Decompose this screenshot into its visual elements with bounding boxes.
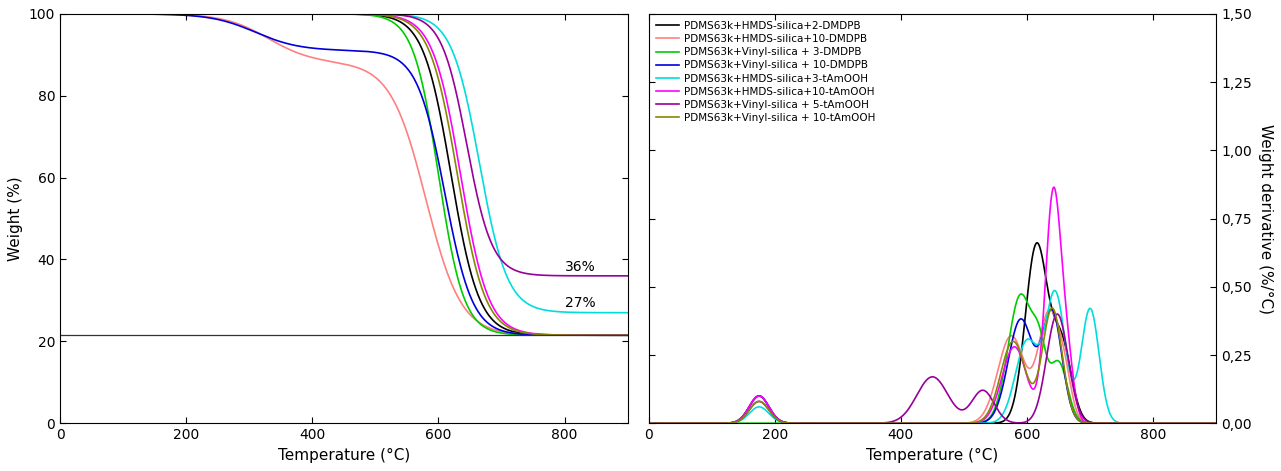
PDMS63k+HMDS-silica+10-DMDPB — [858, 421, 874, 426]
Line: PDMS63k+HMDS-silica+10-DMDPB: PDMS63k+HMDS-silica+10-DMDPB — [648, 309, 1216, 423]
PDMS63k+Vinyl-silica + 3-DMDPB — [1208, 421, 1223, 426]
PDMS63k+Vinyl-silica + 3-DMDPB — [1157, 421, 1172, 426]
PDMS63k+Vinyl-silica + 10-DMDPB — [708, 421, 724, 426]
PDMS63k+Vinyl-silica + 10-DMDPB — [997, 379, 1012, 385]
Line: PDMS63k+HMDS-silica+10-tAmOOH: PDMS63k+HMDS-silica+10-tAmOOH — [648, 187, 1216, 423]
PDMS63k+HMDS-silica+10-tAmOOH — [1153, 421, 1168, 426]
PDMS63k+HMDS-silica+2-DMDPB — [1179, 421, 1194, 426]
PDMS63k+Vinyl-silica + 10-tAmOOH — [708, 421, 724, 426]
PDMS63k+HMDS-silica+10-tAmOOH — [1047, 184, 1062, 190]
PDMS63k+Vinyl-silica + 10-DMDPB — [640, 421, 656, 426]
PDMS63k+Vinyl-silica + 10-DMDPB — [1208, 421, 1223, 426]
PDMS63k+HMDS-silica+10-tAmOOH — [997, 367, 1012, 373]
PDMS63k+HMDS-silica+3-tAmOOH — [1153, 421, 1168, 426]
PDMS63k+HMDS-silica+10-tAmOOH — [1208, 421, 1223, 426]
PDMS63k+HMDS-silica+3-tAmOOH — [708, 421, 724, 426]
PDMS63k+Vinyl-silica + 10-tAmOOH — [858, 421, 874, 426]
Line: PDMS63k+Vinyl-silica + 5-tAmOOH: PDMS63k+Vinyl-silica + 5-tAmOOH — [648, 314, 1216, 423]
PDMS63k+Vinyl-silica + 3-DMDPB — [997, 369, 1012, 375]
PDMS63k+HMDS-silica+2-DMDPB — [640, 421, 656, 426]
PDMS63k+Vinyl-silica + 10-DMDPB — [1044, 307, 1059, 312]
Line: PDMS63k+HMDS-silica+3-tAmOOH: PDMS63k+HMDS-silica+3-tAmOOH — [648, 291, 1216, 423]
PDMS63k+HMDS-silica+2-DMDPB — [997, 418, 1012, 424]
PDMS63k+Vinyl-silica + 10-tAmOOH — [640, 421, 656, 426]
PDMS63k+HMDS-silica+10-tAmOOH — [708, 421, 724, 426]
PDMS63k+HMDS-silica+10-DMDPB — [1153, 421, 1168, 426]
Line: PDMS63k+HMDS-silica+2-DMDPB: PDMS63k+HMDS-silica+2-DMDPB — [648, 243, 1216, 423]
PDMS63k+HMDS-silica+10-DMDPB — [997, 346, 1012, 351]
PDMS63k+HMDS-silica+10-DMDPB — [640, 421, 656, 426]
PDMS63k+HMDS-silica+10-DMDPB — [1157, 421, 1172, 426]
PDMS63k+HMDS-silica+3-tAmOOH — [1179, 421, 1194, 426]
PDMS63k+HMDS-silica+3-tAmOOH — [640, 421, 656, 426]
PDMS63k+Vinyl-silica + 10-tAmOOH — [1044, 305, 1059, 311]
PDMS63k+HMDS-silica+3-tAmOOH — [1208, 421, 1223, 426]
PDMS63k+Vinyl-silica + 10-tAmOOH — [1179, 421, 1194, 426]
PDMS63k+HMDS-silica+10-DMDPB — [1043, 307, 1058, 312]
PDMS63k+Vinyl-silica + 5-tAmOOH — [1049, 311, 1065, 317]
PDMS63k+Vinyl-silica + 5-tAmOOH — [640, 421, 656, 426]
Y-axis label: Weight (%): Weight (%) — [9, 176, 23, 261]
PDMS63k+HMDS-silica+3-tAmOOH — [1157, 421, 1172, 426]
PDMS63k+HMDS-silica+2-DMDPB — [1153, 421, 1168, 426]
PDMS63k+Vinyl-silica + 10-tAmOOH — [1208, 421, 1223, 426]
PDMS63k+HMDS-silica+3-tAmOOH — [1047, 288, 1062, 293]
PDMS63k+HMDS-silica+10-tAmOOH — [1157, 421, 1172, 426]
X-axis label: Temperature (°C): Temperature (°C) — [278, 447, 410, 463]
PDMS63k+HMDS-silica+2-DMDPB — [708, 421, 724, 426]
PDMS63k+HMDS-silica+2-DMDPB — [1157, 421, 1172, 426]
Y-axis label: Weight derivative (%/°C): Weight derivative (%/°C) — [1258, 123, 1272, 314]
PDMS63k+Vinyl-silica + 3-DMDPB — [858, 421, 874, 426]
Line: PDMS63k+Vinyl-silica + 3-DMDPB: PDMS63k+Vinyl-silica + 3-DMDPB — [648, 294, 1216, 423]
PDMS63k+HMDS-silica+10-DMDPB — [1179, 421, 1194, 426]
PDMS63k+HMDS-silica+3-tAmOOH — [997, 409, 1012, 415]
Line: PDMS63k+Vinyl-silica + 10-tAmOOH: PDMS63k+Vinyl-silica + 10-tAmOOH — [648, 308, 1216, 423]
PDMS63k+Vinyl-silica + 5-tAmOOH — [1153, 421, 1168, 426]
PDMS63k+HMDS-silica+2-DMDPB — [1208, 421, 1223, 426]
PDMS63k+Vinyl-silica + 5-tAmOOH — [858, 421, 874, 426]
PDMS63k+Vinyl-silica + 10-DMDPB — [1157, 421, 1172, 426]
PDMS63k+Vinyl-silica + 10-tAmOOH — [1153, 421, 1168, 426]
PDMS63k+Vinyl-silica + 10-tAmOOH — [1157, 421, 1172, 426]
PDMS63k+Vinyl-silica + 3-DMDPB — [1013, 291, 1029, 297]
PDMS63k+HMDS-silica+2-DMDPB — [1030, 240, 1045, 246]
Text: 36%: 36% — [565, 260, 596, 274]
PDMS63k+Vinyl-silica + 5-tAmOOH — [1208, 421, 1223, 426]
PDMS63k+Vinyl-silica + 5-tAmOOH — [1157, 421, 1172, 426]
Text: 27%: 27% — [565, 296, 596, 309]
Line: PDMS63k+Vinyl-silica + 10-DMDPB: PDMS63k+Vinyl-silica + 10-DMDPB — [648, 309, 1216, 423]
PDMS63k+HMDS-silica+10-DMDPB — [708, 421, 724, 426]
PDMS63k+HMDS-silica+10-tAmOOH — [640, 421, 656, 426]
PDMS63k+Vinyl-silica + 5-tAmOOH — [708, 421, 724, 426]
Legend: PDMS63k+HMDS-silica+2-DMDPB, PDMS63k+HMDS-silica+10-DMDPB, PDMS63k+Vinyl-silica : PDMS63k+HMDS-silica+2-DMDPB, PDMS63k+HMD… — [653, 19, 877, 125]
PDMS63k+Vinyl-silica + 10-DMDPB — [858, 421, 874, 426]
PDMS63k+Vinyl-silica + 3-DMDPB — [708, 421, 724, 426]
PDMS63k+HMDS-silica+10-tAmOOH — [1179, 421, 1194, 426]
X-axis label: Temperature (°C): Temperature (°C) — [866, 447, 999, 463]
PDMS63k+Vinyl-silica + 3-DMDPB — [1153, 421, 1168, 426]
PDMS63k+Vinyl-silica + 10-DMDPB — [1179, 421, 1194, 426]
PDMS63k+Vinyl-silica + 10-tAmOOH — [997, 358, 1012, 364]
PDMS63k+Vinyl-silica + 3-DMDPB — [640, 421, 656, 426]
PDMS63k+Vinyl-silica + 5-tAmOOH — [997, 415, 1012, 421]
PDMS63k+Vinyl-silica + 3-DMDPB — [1179, 421, 1194, 426]
PDMS63k+Vinyl-silica + 10-DMDPB — [1153, 421, 1168, 426]
PDMS63k+HMDS-silica+2-DMDPB — [858, 421, 874, 426]
PDMS63k+HMDS-silica+3-tAmOOH — [858, 421, 874, 426]
PDMS63k+HMDS-silica+10-tAmOOH — [858, 421, 874, 426]
PDMS63k+HMDS-silica+10-DMDPB — [1208, 421, 1223, 426]
PDMS63k+Vinyl-silica + 5-tAmOOH — [1179, 421, 1194, 426]
